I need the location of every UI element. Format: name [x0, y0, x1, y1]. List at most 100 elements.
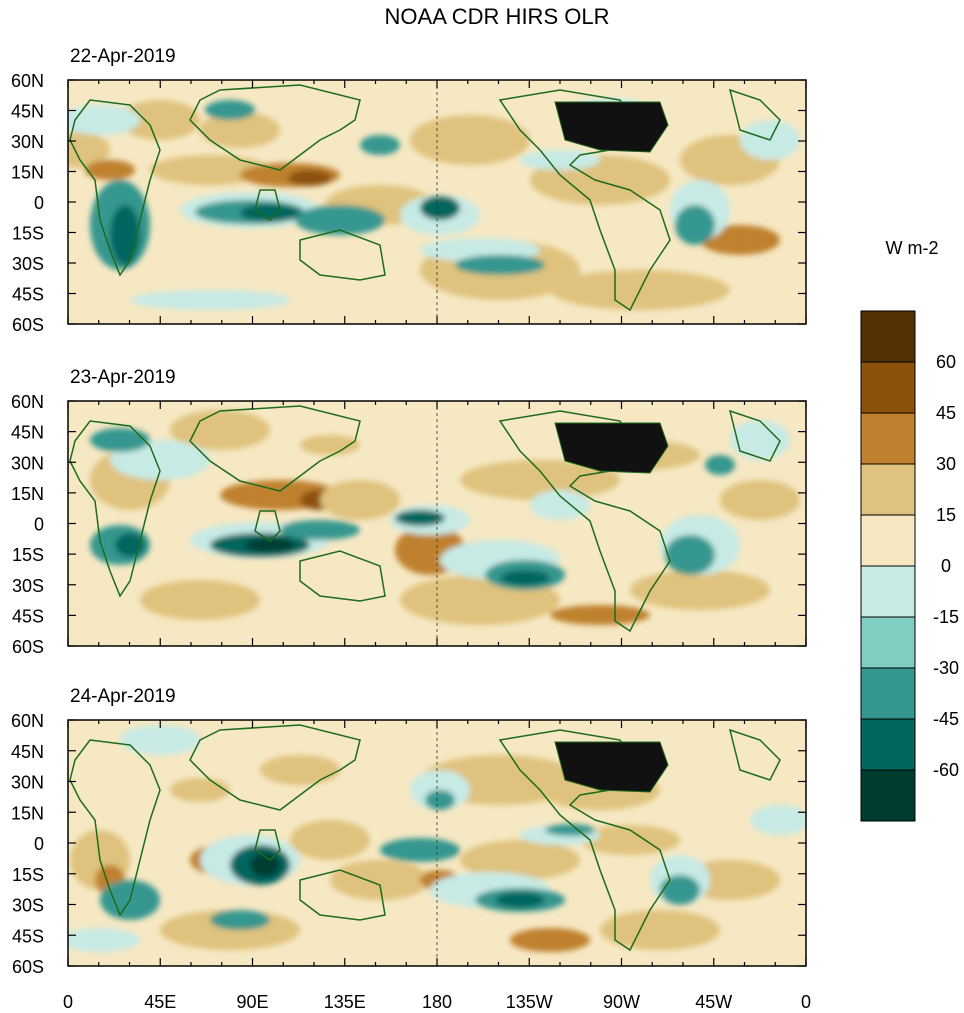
coastlines [69, 84, 781, 312]
anomaly-region [85, 160, 135, 180]
anomaly-region [500, 570, 550, 586]
lat-label: 60S [12, 957, 44, 977]
lon-label: 90W [603, 992, 640, 1012]
lat-label: 45N [11, 423, 44, 443]
usa-station-cluster [554, 422, 669, 474]
lat-label: 0 [34, 834, 44, 854]
anomaly-region [330, 860, 430, 900]
colorbar-swatch [860, 616, 916, 669]
colorbar-swatch [860, 718, 916, 771]
lon-label: 0 [801, 992, 811, 1012]
anomaly-region [245, 538, 295, 552]
lon-ticks [67, 80, 807, 324]
anomaly-region [68, 105, 140, 135]
anomaly-region [675, 205, 715, 245]
coastlines [69, 405, 781, 633]
coastline [69, 99, 161, 277]
lat-label: 15S [12, 545, 44, 565]
colorbar-swatch [860, 667, 916, 720]
panel-date: 23-Apr-2019 [70, 367, 176, 388]
anomaly-region [395, 510, 445, 526]
lon-label: 45W [695, 992, 732, 1012]
map-panel: 24-Apr-2019 60N 45N 30N 15N 0 15S 30S 45S 60S [11, 686, 807, 977]
lon-label: 0 [63, 992, 73, 1012]
coastline [254, 829, 281, 861]
lat-label: 60N [11, 711, 44, 731]
anomaly-region [295, 205, 385, 235]
colorbar-swatch [860, 310, 916, 363]
lat-label: 60S [12, 637, 44, 657]
lat-label: 30S [12, 254, 44, 274]
coastline [69, 420, 161, 598]
lon-label: 180 [422, 992, 452, 1012]
olr-anomaly-field [68, 720, 806, 966]
anomaly-region [420, 196, 460, 220]
lat-label: 45S [12, 606, 44, 626]
lat-label: 15S [12, 865, 44, 885]
anomaly-region [68, 132, 110, 168]
anomaly-region [665, 535, 715, 575]
anomaly-region [510, 928, 590, 952]
lat-label: 30N [11, 453, 44, 473]
lat-label: 60S [12, 315, 44, 335]
anomaly-region [455, 255, 545, 275]
colorbar-swatch [860, 565, 916, 618]
anomaly-region [130, 290, 290, 310]
colorbar-label: -45 [933, 709, 959, 729]
lat-label: 30S [12, 576, 44, 596]
lat-label: 30S [12, 896, 44, 916]
lat-label: 45S [12, 285, 44, 305]
colorbar-label: 0 [941, 556, 951, 576]
lat-label: 45S [12, 926, 44, 946]
colorbar-label: -60 [933, 760, 959, 780]
colorbar-swatch [860, 769, 916, 822]
usa-station-cluster [554, 741, 669, 793]
anomaly-region [300, 435, 360, 455]
coastline [254, 189, 281, 221]
lon-label: 90E [236, 992, 268, 1012]
colorbar-label: 60 [936, 352, 956, 372]
colorbar-swatch [860, 412, 916, 465]
colorbar: W m-2 60 45 30 15 0 -15 -30 -45 -60 [860, 238, 959, 822]
anomaly-region [320, 480, 400, 520]
colorbar-units: W m-2 [886, 238, 939, 258]
anomaly-region [630, 570, 770, 610]
colorbar-label: 45 [936, 403, 956, 423]
anomaly-region [495, 892, 545, 908]
anomaly-region [700, 225, 780, 255]
colorbar-label: 30 [936, 454, 956, 474]
lat-label: 45N [11, 102, 44, 122]
lat-label: 0 [34, 515, 44, 535]
coastline [189, 724, 361, 811]
lon-label: 135W [506, 992, 553, 1012]
coastlines [69, 724, 781, 952]
anomaly-region [120, 725, 200, 755]
anomaly-region [550, 605, 650, 625]
lat-label: 15N [11, 163, 44, 183]
map-panel: 22-Apr-2019 60N 45N 30N 15N 0 15S 30S 45S 60S [11, 46, 807, 335]
colorbar-swatch [860, 514, 916, 567]
lat-label: 30N [11, 132, 44, 152]
anomaly-region [120, 100, 200, 140]
anomaly-region [360, 135, 400, 155]
coastline [254, 510, 281, 542]
anomaly-region [460, 840, 580, 880]
anomaly-region [380, 838, 460, 862]
anomaly-region [250, 853, 280, 877]
anomaly-region [530, 490, 590, 520]
anomaly-region [68, 928, 140, 952]
anomaly-region [90, 428, 150, 452]
lat-label: 60N [11, 392, 44, 412]
anomaly-region [660, 875, 700, 905]
lon-axis-labels: 0 45E 90E 135E 180 135W 90W 45W 0 [63, 992, 811, 1012]
panel-date: 24-Apr-2019 [70, 686, 176, 707]
coastline [189, 84, 361, 171]
panel-date: 22-Apr-2019 [70, 46, 176, 67]
anomaly-region [170, 778, 230, 802]
lat-label: 15N [11, 803, 44, 823]
figure-title: NOAA CDR HIRS OLR [385, 4, 610, 29]
lat-axis: 60N 45N 30N 15N 0 15S 30S 45S 60S [11, 71, 806, 335]
lat-label: 45N [11, 742, 44, 762]
anomaly-region [200, 112, 280, 148]
lat-label: 15S [12, 224, 44, 244]
